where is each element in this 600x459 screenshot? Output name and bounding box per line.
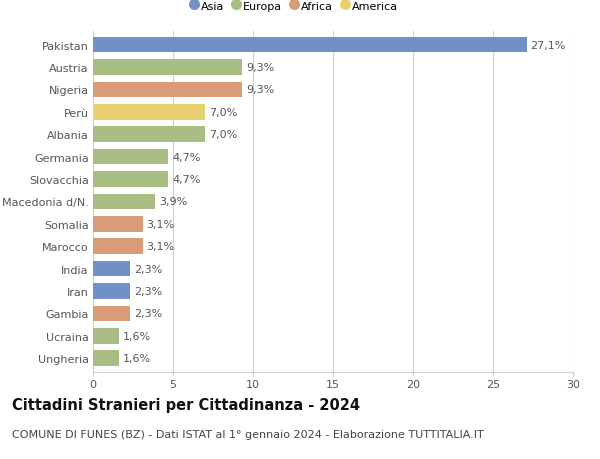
Text: 4,7%: 4,7% <box>172 174 200 185</box>
Bar <box>93 105 205 120</box>
Text: COMUNE DI FUNES (BZ) - Dati ISTAT al 1° gennaio 2024 - Elaborazione TUTTITALIA.I: COMUNE DI FUNES (BZ) - Dati ISTAT al 1° … <box>12 429 484 439</box>
Bar <box>93 194 155 210</box>
Bar <box>93 351 119 366</box>
Bar <box>93 60 242 76</box>
Text: 27,1%: 27,1% <box>530 40 566 50</box>
Bar <box>93 127 205 143</box>
Text: 4,7%: 4,7% <box>172 152 200 162</box>
Legend: Asia, Europa, Africa, America: Asia, Europa, Africa, America <box>189 0 400 14</box>
Bar <box>93 239 143 254</box>
Bar <box>93 306 130 321</box>
Text: 2,3%: 2,3% <box>134 286 162 297</box>
Bar <box>93 261 130 277</box>
Text: 9,3%: 9,3% <box>246 85 274 95</box>
Bar <box>93 217 143 232</box>
Text: 2,3%: 2,3% <box>134 264 162 274</box>
Text: 9,3%: 9,3% <box>246 63 274 73</box>
Bar <box>93 150 168 165</box>
Text: 7,0%: 7,0% <box>209 130 237 140</box>
Bar <box>93 172 168 187</box>
Bar <box>93 38 527 53</box>
Text: 1,6%: 1,6% <box>122 353 151 364</box>
Text: 2,3%: 2,3% <box>134 309 162 319</box>
Text: Cittadini Stranieri per Cittadinanza - 2024: Cittadini Stranieri per Cittadinanza - 2… <box>12 397 360 412</box>
Bar <box>93 284 130 299</box>
Bar <box>93 83 242 98</box>
Text: 7,0%: 7,0% <box>209 107 237 118</box>
Text: 3,9%: 3,9% <box>160 197 188 207</box>
Bar <box>93 328 119 344</box>
Text: 1,6%: 1,6% <box>122 331 151 341</box>
Text: 3,1%: 3,1% <box>146 219 175 230</box>
Text: 3,1%: 3,1% <box>146 241 175 252</box>
